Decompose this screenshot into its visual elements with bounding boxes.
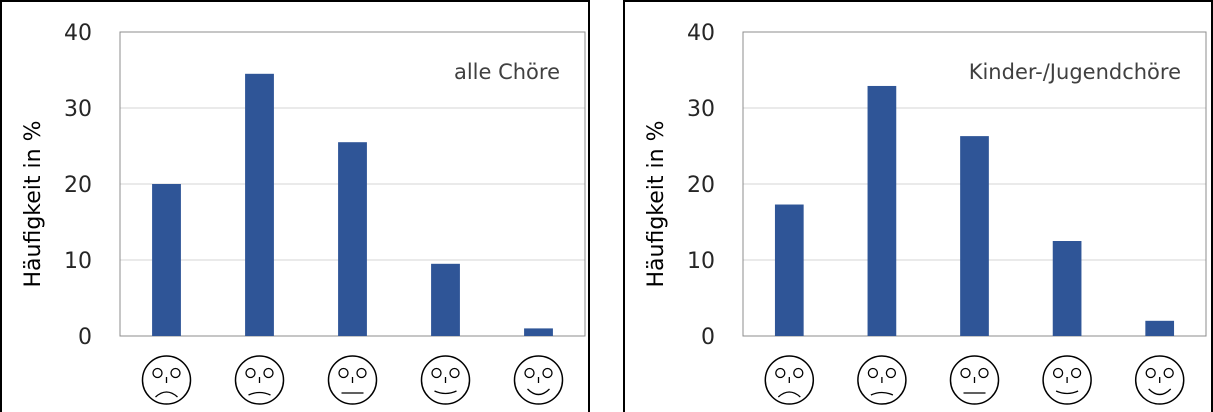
bar-very-happy-face <box>524 328 553 336</box>
bar-sad-face <box>245 73 274 337</box>
bar-sad-face <box>867 85 897 337</box>
sad-face-icon <box>234 355 285 405</box>
chart-annotation: alle Chöre <box>454 60 560 84</box>
bar-neutral-face <box>960 136 989 336</box>
y-tick-label: 30 <box>64 97 92 122</box>
y-tick-label: 40 <box>64 21 92 46</box>
very-happy-face-icon <box>1134 355 1185 405</box>
y-axis-label: Häufigkeit in % <box>21 121 46 288</box>
y-tick-label: 40 <box>687 21 715 46</box>
bar-neutral-face <box>338 142 367 336</box>
happy-face-icon <box>420 355 471 405</box>
very-sad-face-icon <box>764 355 815 405</box>
chart-panel-all-choirs: 0 10 20 30 40 Häufigkeit in % alle Chöre <box>0 0 590 412</box>
y-tick-label: 10 <box>64 249 92 274</box>
y-tick-label: 10 <box>687 249 715 274</box>
neutral-face-icon <box>327 355 378 405</box>
very-sad-face-icon <box>141 355 192 405</box>
y-tick-label: 0 <box>78 325 92 350</box>
happy-face-icon <box>1042 355 1092 405</box>
y-tick-label: 30 <box>687 97 715 122</box>
y-tick-label: 0 <box>701 325 715 350</box>
panel-frame <box>623 0 1213 412</box>
panel-frame <box>0 0 590 412</box>
bar-happy-face <box>1052 241 1082 336</box>
bar-very-sad-face <box>152 184 181 336</box>
chart-annotation: Kinder-/Jugendchöre <box>969 60 1181 84</box>
very-happy-face-icon <box>513 355 564 405</box>
neutral-face-icon <box>949 355 1000 405</box>
y-tick-label: 20 <box>687 173 715 198</box>
sad-face-icon <box>857 355 907 405</box>
bar-very-happy-face <box>1145 320 1175 336</box>
chart-svg: 0 10 20 30 40 Häufigkeit in % alle Chöre <box>0 0 590 412</box>
chart-panel-youth-choirs: 0 10 20 30 40 Häufigkeit in % Kinder-/Jugendch… <box>623 0 1213 412</box>
bar-happy-face <box>431 263 460 336</box>
bar-very-sad-face <box>774 204 804 336</box>
y-tick-label: 20 <box>64 173 92 198</box>
chart-svg: 0 10 20 30 40 Häufigkeit in % Kinder-/Jugendch… <box>623 0 1213 412</box>
y-axis-label: Häufigkeit in % <box>644 121 669 288</box>
